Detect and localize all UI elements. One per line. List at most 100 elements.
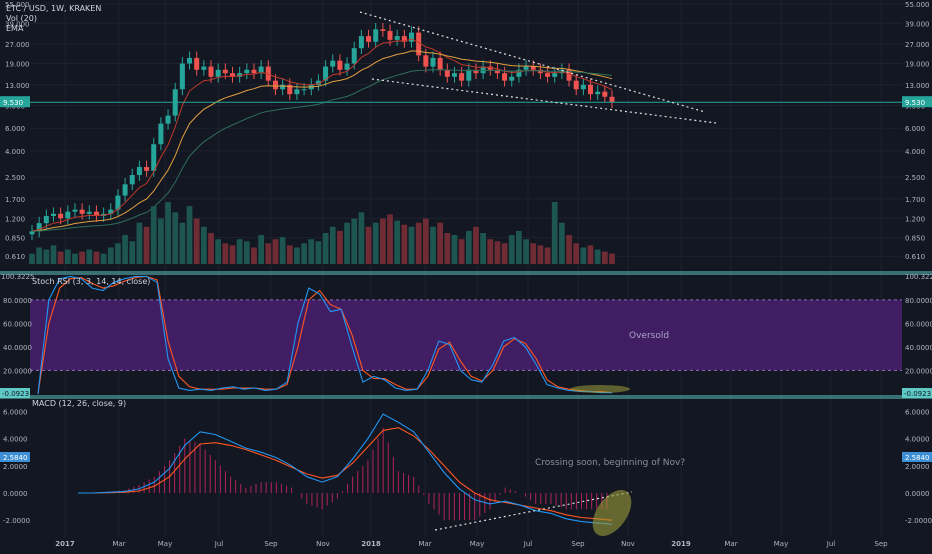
oversold-annotation: Oversold [629,331,670,341]
volume-bar [358,212,365,264]
volume-bar [594,249,601,264]
macd-pane [78,413,633,536]
price-tick-left: 4.000 [5,148,25,156]
ema-21-line [31,50,613,232]
candle-body [394,36,400,40]
candle-body [151,144,157,171]
volume-bar [473,226,479,264]
candle-body [301,89,307,91]
volume-bar [158,218,164,264]
volume-legend[interactable]: Vol (20) [6,14,37,23]
time-label: Jul [826,540,836,548]
volume-bar [422,218,429,264]
candle-body [502,73,508,81]
candle-body [187,57,193,64]
volume-bar [494,241,501,264]
candle-body [165,115,171,124]
candle-body [595,91,601,95]
volume-bar [329,226,336,264]
price-tick-right: 6.000 [905,125,925,133]
volume-bar [265,243,272,264]
volume-bar [272,239,279,264]
candle-body [29,231,35,235]
volume-bar [458,239,465,264]
candle-body [373,29,379,42]
time-label: 2019 [671,540,691,548]
symbol-title[interactable]: ETC / USD, 1W, KRAKEN [6,4,102,13]
candle-body [423,55,429,67]
candle-body [366,36,372,42]
candle-body [344,63,350,70]
candle-body [129,174,135,185]
stoch-overbought-oversold-band [30,299,902,371]
candle-body [459,73,465,81]
price-tick-left: 39.000 [5,20,30,28]
volume-bar [372,222,379,264]
volume-bar [587,245,594,264]
candle-body [244,69,250,74]
stoch-bottom-tag-left [0,388,30,398]
current-price-label-left: 9.530 [3,99,23,107]
volume-bar [351,218,358,264]
macd-tick-left: 6.0000 [3,408,28,416]
volume-bar [50,245,57,264]
price-tick-right: 27.000 [905,41,930,49]
candle-body [545,73,551,77]
volume-bar [150,206,157,264]
candle-body [272,80,278,90]
volume-bar [107,247,114,264]
volume-bar [172,212,179,264]
candle-body [602,91,608,97]
stoch-legend[interactable]: Stoch RSI (3, 3, 14, 14, close) [32,277,151,286]
time-label: 2018 [361,540,381,548]
stoch-top-label-right: 100.3225 [905,273,932,281]
candle-body [136,166,142,175]
macd-highlight-ellipse [592,490,632,536]
volume-bar [394,220,401,264]
candle-body [387,30,393,40]
price-tick-left: 27.000 [5,41,30,49]
volume-bar [43,249,50,264]
volume-bar [179,222,186,264]
candle-body [451,73,457,77]
candle-body [588,84,594,95]
volume-bar [380,218,386,264]
volume-bar [315,241,322,264]
candle-body [115,195,121,210]
volume-bar [580,247,587,264]
macd-legend[interactable]: MACD (12, 26, close, 9) [32,399,127,408]
stoch-bottom-label-left: -0.0923 [2,390,29,398]
candle-body [108,209,114,214]
volume-bar [72,253,78,264]
price-tick-right: 1.700 [905,196,925,204]
volume-bar [308,239,315,264]
time-label: May [158,540,172,548]
candle-body [58,213,64,219]
macd-tick-left: -2.0000 [3,517,30,525]
candle-body [215,69,221,77]
volume-bar [186,206,193,264]
ema-legend[interactable]: EMA [6,24,24,33]
macd-signal-line [78,427,613,521]
candle-body [609,96,615,103]
time-label: May [774,540,788,548]
candle-body [444,69,450,77]
stoch-rsi-pane [30,275,902,394]
stoch-tick-right: 80.0000 [905,297,932,305]
macd-label-left: 2.5840 [3,454,28,462]
volume-bar [64,249,71,264]
volume-bar [408,226,415,264]
price-tick-right: 0.850 [905,235,925,243]
time-label: Mar [724,540,737,548]
stoch-tick-left: 40.0000 [3,344,32,352]
volume-bar [251,247,257,264]
candle-body [194,57,200,70]
candle-body [144,166,150,171]
price-scales: 55.000 55.000 39.000 39.000 27.000 27.000 19.0… [0,1,932,525]
candle-body [315,80,321,85]
volume-bar [337,230,343,264]
candle-body [430,57,436,67]
volume-bar [322,233,329,264]
current-price-label-right: 9.530 [905,99,925,107]
